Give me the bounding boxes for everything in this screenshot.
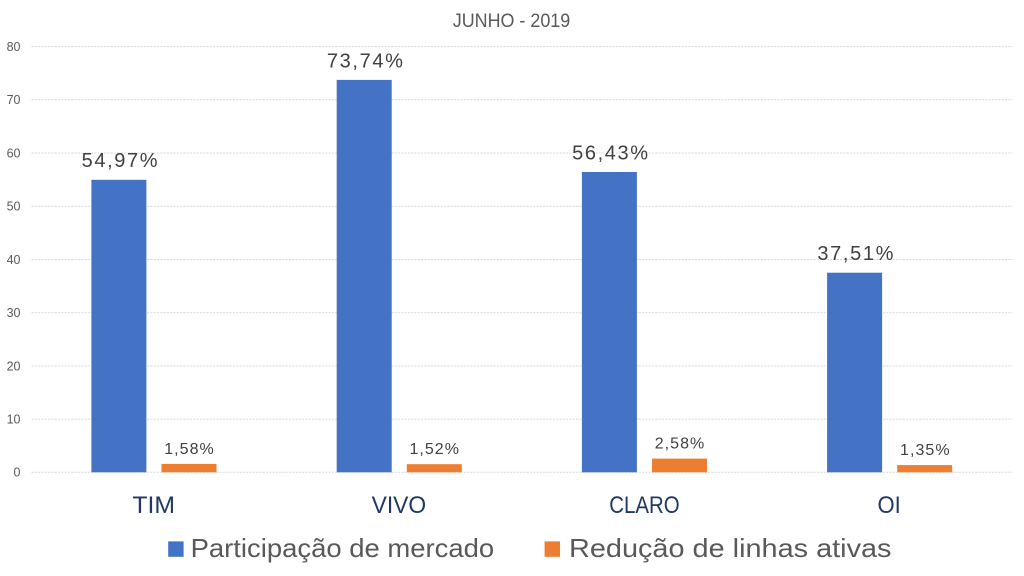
- svg-text:1,58%: 1,58%: [164, 441, 214, 458]
- svg-text:VIVO: VIVO: [372, 492, 427, 519]
- svg-text:10: 10: [7, 413, 21, 427]
- svg-text:JUNHO - 2019: JUNHO - 2019: [453, 11, 571, 32]
- svg-text:2,58%: 2,58%: [655, 436, 705, 453]
- svg-text:1,52%: 1,52%: [409, 441, 459, 458]
- svg-text:60: 60: [7, 146, 21, 160]
- svg-text:40: 40: [7, 253, 21, 267]
- svg-text:Redução de linhas ativas: Redução de linhas ativas: [569, 533, 892, 563]
- svg-text:80: 80: [7, 40, 21, 54]
- svg-text:Participação de mercado: Participação de mercado: [191, 533, 495, 563]
- svg-text:30: 30: [7, 306, 21, 320]
- svg-text:0: 0: [14, 466, 21, 480]
- svg-text:20: 20: [7, 359, 21, 373]
- svg-text:OI: OI: [877, 492, 900, 519]
- svg-text:TIM: TIM: [132, 492, 175, 519]
- svg-text:70: 70: [7, 93, 21, 107]
- svg-text:CLARO: CLARO: [609, 492, 679, 519]
- svg-text:1,35%: 1,35%: [900, 442, 950, 459]
- svg-text:50: 50: [7, 200, 21, 214]
